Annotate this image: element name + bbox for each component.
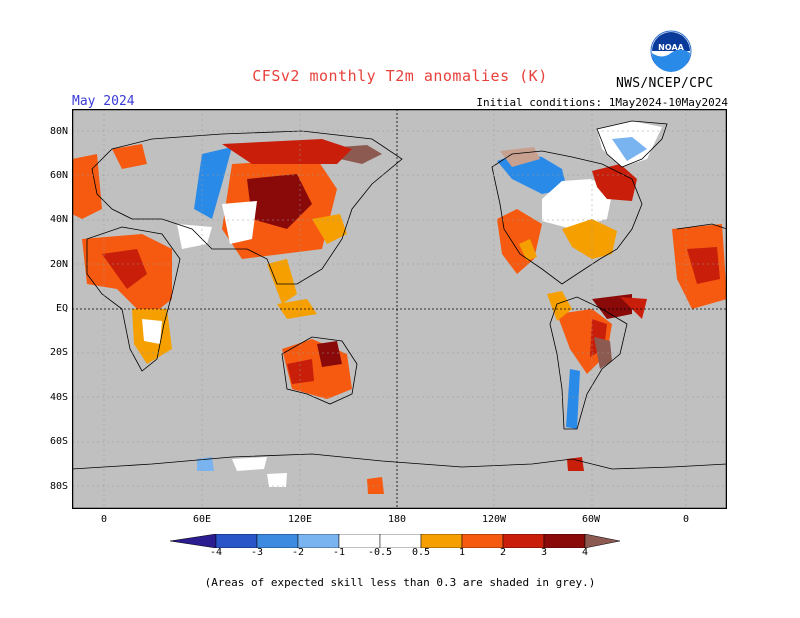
anomaly-map bbox=[72, 109, 727, 509]
lat-label-40s: 40S bbox=[49, 392, 68, 403]
colorbar-tick: 0.5 bbox=[411, 547, 431, 558]
noaa-logo-icon: NOAA bbox=[650, 30, 692, 72]
lat-label-40n: 40N bbox=[49, 214, 68, 225]
colorbar-bin bbox=[543, 534, 586, 548]
colorbar-tick: 2 bbox=[499, 547, 507, 558]
colorbar-bin bbox=[256, 534, 299, 548]
agency-label: NWS/NCEP/CPC bbox=[616, 76, 714, 91]
lon-label-120w: 120W bbox=[481, 514, 507, 525]
colorbar-bin bbox=[338, 534, 381, 548]
colorbar-tick: 3 bbox=[540, 547, 548, 558]
forecast-period: May 2024 bbox=[72, 94, 135, 109]
lon-label-0: 0 bbox=[100, 514, 108, 525]
colorbar-tick: 4 bbox=[581, 547, 589, 558]
colorbar-tick: 1 bbox=[458, 547, 466, 558]
colorbar-tick: -0.5 bbox=[367, 547, 393, 558]
coastlines bbox=[72, 120, 727, 470]
logo-text: NOAA bbox=[658, 43, 684, 52]
colorbar-bin bbox=[420, 534, 463, 548]
lat-label-80n: 80N bbox=[49, 126, 68, 137]
lat-label-20s: 20S bbox=[49, 347, 68, 358]
colorbar-bin bbox=[461, 534, 504, 548]
colorbar-tick: -2 bbox=[291, 547, 305, 558]
lon-label-60w: 60W bbox=[581, 514, 601, 525]
colorbar-bin bbox=[297, 534, 340, 548]
skill-note: (Areas of expected skill less than 0.3 a… bbox=[204, 576, 596, 589]
colorbar-tick: -3 bbox=[250, 547, 264, 558]
lat-label-20n: 20N bbox=[49, 259, 68, 270]
colorbar-bin bbox=[502, 534, 545, 548]
colorbar-bin bbox=[379, 534, 422, 548]
lon-label-60e: 60E bbox=[192, 514, 212, 525]
colorbar-tick: -4 bbox=[209, 547, 223, 558]
lat-label-60n: 60N bbox=[49, 170, 68, 181]
lon-label-120e: 120E bbox=[287, 514, 313, 525]
lat-label-60s: 60S bbox=[49, 436, 68, 447]
lat-label-eq: EQ bbox=[55, 303, 68, 314]
map-frame bbox=[72, 109, 727, 509]
colorbar-low-arrow bbox=[170, 534, 217, 548]
colorbar-high-arrow bbox=[584, 534, 621, 548]
lon-label-0-right: 0 bbox=[682, 514, 690, 525]
anomaly-fields bbox=[72, 121, 727, 494]
colorbar-tick: -1 bbox=[332, 547, 346, 558]
colorbar-bin bbox=[215, 534, 258, 548]
lon-label-180: 180 bbox=[387, 514, 407, 525]
colorbar bbox=[170, 534, 621, 548]
map-title: CFSv2 monthly T2m anomalies (K) bbox=[252, 67, 548, 85]
lat-label-80s: 80S bbox=[49, 481, 68, 492]
initial-conditions: Initial conditions: 1May2024-10May2024 bbox=[476, 96, 728, 109]
